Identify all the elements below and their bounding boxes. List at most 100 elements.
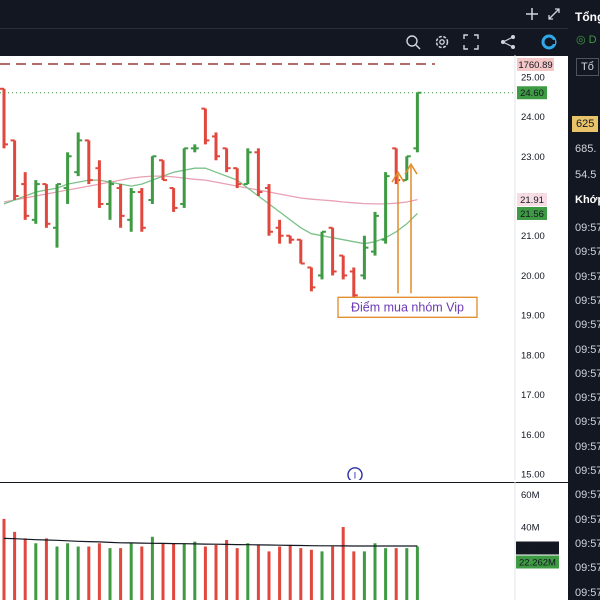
panel-value-2: 54.5 bbox=[575, 169, 597, 181]
price-tick-label: 23.00 bbox=[521, 152, 545, 163]
ma-green-line bbox=[3, 167, 418, 245]
ma-green-label-box bbox=[517, 206, 547, 220]
trade-time: 09:57 bbox=[575, 270, 600, 283]
price-bar bbox=[212, 132, 220, 161]
price-tick-label: 16.00 bbox=[521, 430, 545, 441]
trade-time: 09:57 bbox=[575, 562, 600, 575]
price-bar bbox=[243, 148, 252, 186]
volume-chart: 60M 40M 22.714M 22.262M bbox=[0, 482, 568, 600]
trade-time: 09:57 bbox=[575, 222, 600, 234]
trade-time: 09:57 bbox=[575, 440, 600, 453]
toolbar bbox=[0, 28, 568, 56]
volume-ma-label-box bbox=[516, 541, 559, 555]
top-label: 1760.89 bbox=[518, 60, 552, 71]
price-bar bbox=[328, 226, 337, 276]
trade-time: 09:57 bbox=[575, 489, 600, 502]
settings-icon[interactable] bbox=[434, 34, 450, 50]
price-bar bbox=[413, 91, 422, 153]
price-tick-label: 25.00 bbox=[521, 72, 545, 83]
price-tick-label: 24.00 bbox=[521, 112, 545, 123]
price-bar bbox=[180, 147, 189, 208]
last-price-label-box bbox=[517, 86, 547, 100]
price-bar bbox=[148, 155, 157, 204]
price-bar bbox=[371, 211, 379, 256]
price-bar bbox=[286, 234, 295, 244]
price-badge: 625 bbox=[572, 116, 599, 132]
trade-time: 09:57 bbox=[575, 392, 600, 405]
price-bar bbox=[265, 184, 273, 236]
ma-pink-line bbox=[3, 175, 418, 205]
trade-time: 09:57 bbox=[575, 367, 600, 380]
trade-time: 09:57 bbox=[575, 294, 600, 307]
plus-icon[interactable] bbox=[525, 7, 539, 21]
volume-tick-label: 60M bbox=[521, 490, 540, 501]
trade-time: 09:57 bbox=[575, 465, 600, 477]
price-bar bbox=[116, 184, 125, 228]
price-bar bbox=[339, 254, 348, 280]
price-bar bbox=[254, 148, 263, 197]
trade-time: 09:57 bbox=[575, 343, 600, 356]
share-icon[interactable] bbox=[500, 34, 516, 50]
ma-pink-label: 21.91 bbox=[520, 195, 544, 206]
price-bar bbox=[190, 144, 199, 153]
expand-icon[interactable] bbox=[547, 7, 561, 21]
annotation-box bbox=[337, 296, 478, 318]
status-tag: ◎ D bbox=[576, 34, 597, 46]
ma-green-label: 21.56 bbox=[520, 209, 544, 220]
price-bar bbox=[127, 188, 136, 232]
price-bar bbox=[381, 172, 390, 244]
info-marker bbox=[347, 467, 363, 480]
trade-time: 09:57 bbox=[575, 246, 600, 259]
volume-ma-label: 22.714M bbox=[519, 544, 556, 555]
fullscreen-icon[interactable] bbox=[463, 34, 479, 50]
price-tick-label: 20.00 bbox=[521, 271, 545, 282]
zoom-icon[interactable] bbox=[405, 34, 421, 50]
price-bar bbox=[84, 139, 93, 185]
price-bar bbox=[169, 187, 178, 212]
top-bar bbox=[0, 0, 568, 28]
price-bar bbox=[318, 230, 326, 280]
top-label-box bbox=[517, 58, 554, 71]
price-tick-label: 18.00 bbox=[521, 350, 545, 361]
trade-time: 09:57 bbox=[575, 586, 600, 599]
price-bar bbox=[349, 267, 358, 300]
price-bar bbox=[275, 219, 284, 244]
info-marker-label: I bbox=[354, 470, 357, 480]
status-tag-label: D bbox=[588, 34, 597, 46]
last-price-label: 24.60 bbox=[520, 88, 544, 99]
price-bar bbox=[402, 155, 411, 182]
volume-last-label: 22.262M bbox=[519, 558, 556, 569]
price-bar bbox=[95, 160, 104, 208]
price-bar bbox=[296, 238, 305, 265]
price-bar bbox=[360, 235, 369, 280]
logo-icon[interactable] bbox=[541, 34, 557, 50]
price-bar bbox=[31, 180, 40, 224]
price-bar bbox=[307, 266, 316, 292]
volume-tick-label: 40M bbox=[521, 523, 540, 534]
price-bar bbox=[137, 188, 146, 232]
price-bar bbox=[63, 152, 72, 204]
price-bar bbox=[159, 159, 167, 182]
right-panel: Tổng ◎ D Tổ 625 685. 54.5 Khớp 09:57 09:5… bbox=[568, 0, 600, 600]
panel-header: Tổng bbox=[575, 10, 600, 24]
price-bar bbox=[21, 172, 30, 220]
price-bar bbox=[74, 132, 83, 177]
arrow-2-head bbox=[404, 162, 418, 175]
panel-tab[interactable]: Tổ bbox=[576, 58, 599, 76]
price-bar bbox=[53, 183, 61, 248]
volume-last-label-box bbox=[516, 555, 559, 569]
volume-ma-line bbox=[3, 537, 418, 547]
annotation-arrows bbox=[391, 162, 418, 294]
ma-pink-label-box bbox=[517, 193, 547, 207]
section-title: Khớp bbox=[575, 194, 600, 206]
price-bar bbox=[201, 107, 210, 145]
price-bar bbox=[0, 87, 8, 149]
price-tick-label: 15.00 bbox=[521, 470, 545, 480]
price-bar bbox=[106, 180, 114, 220]
arrow-1-head bbox=[391, 170, 405, 183]
trade-time: 09:57 bbox=[575, 537, 600, 550]
annotation-label: Điểm mua nhóm Vip bbox=[351, 300, 464, 314]
trade-time: 09:57 bbox=[575, 513, 600, 526]
trade-time: 09:57 bbox=[575, 319, 600, 332]
price-tick-label: 19.00 bbox=[521, 311, 545, 322]
